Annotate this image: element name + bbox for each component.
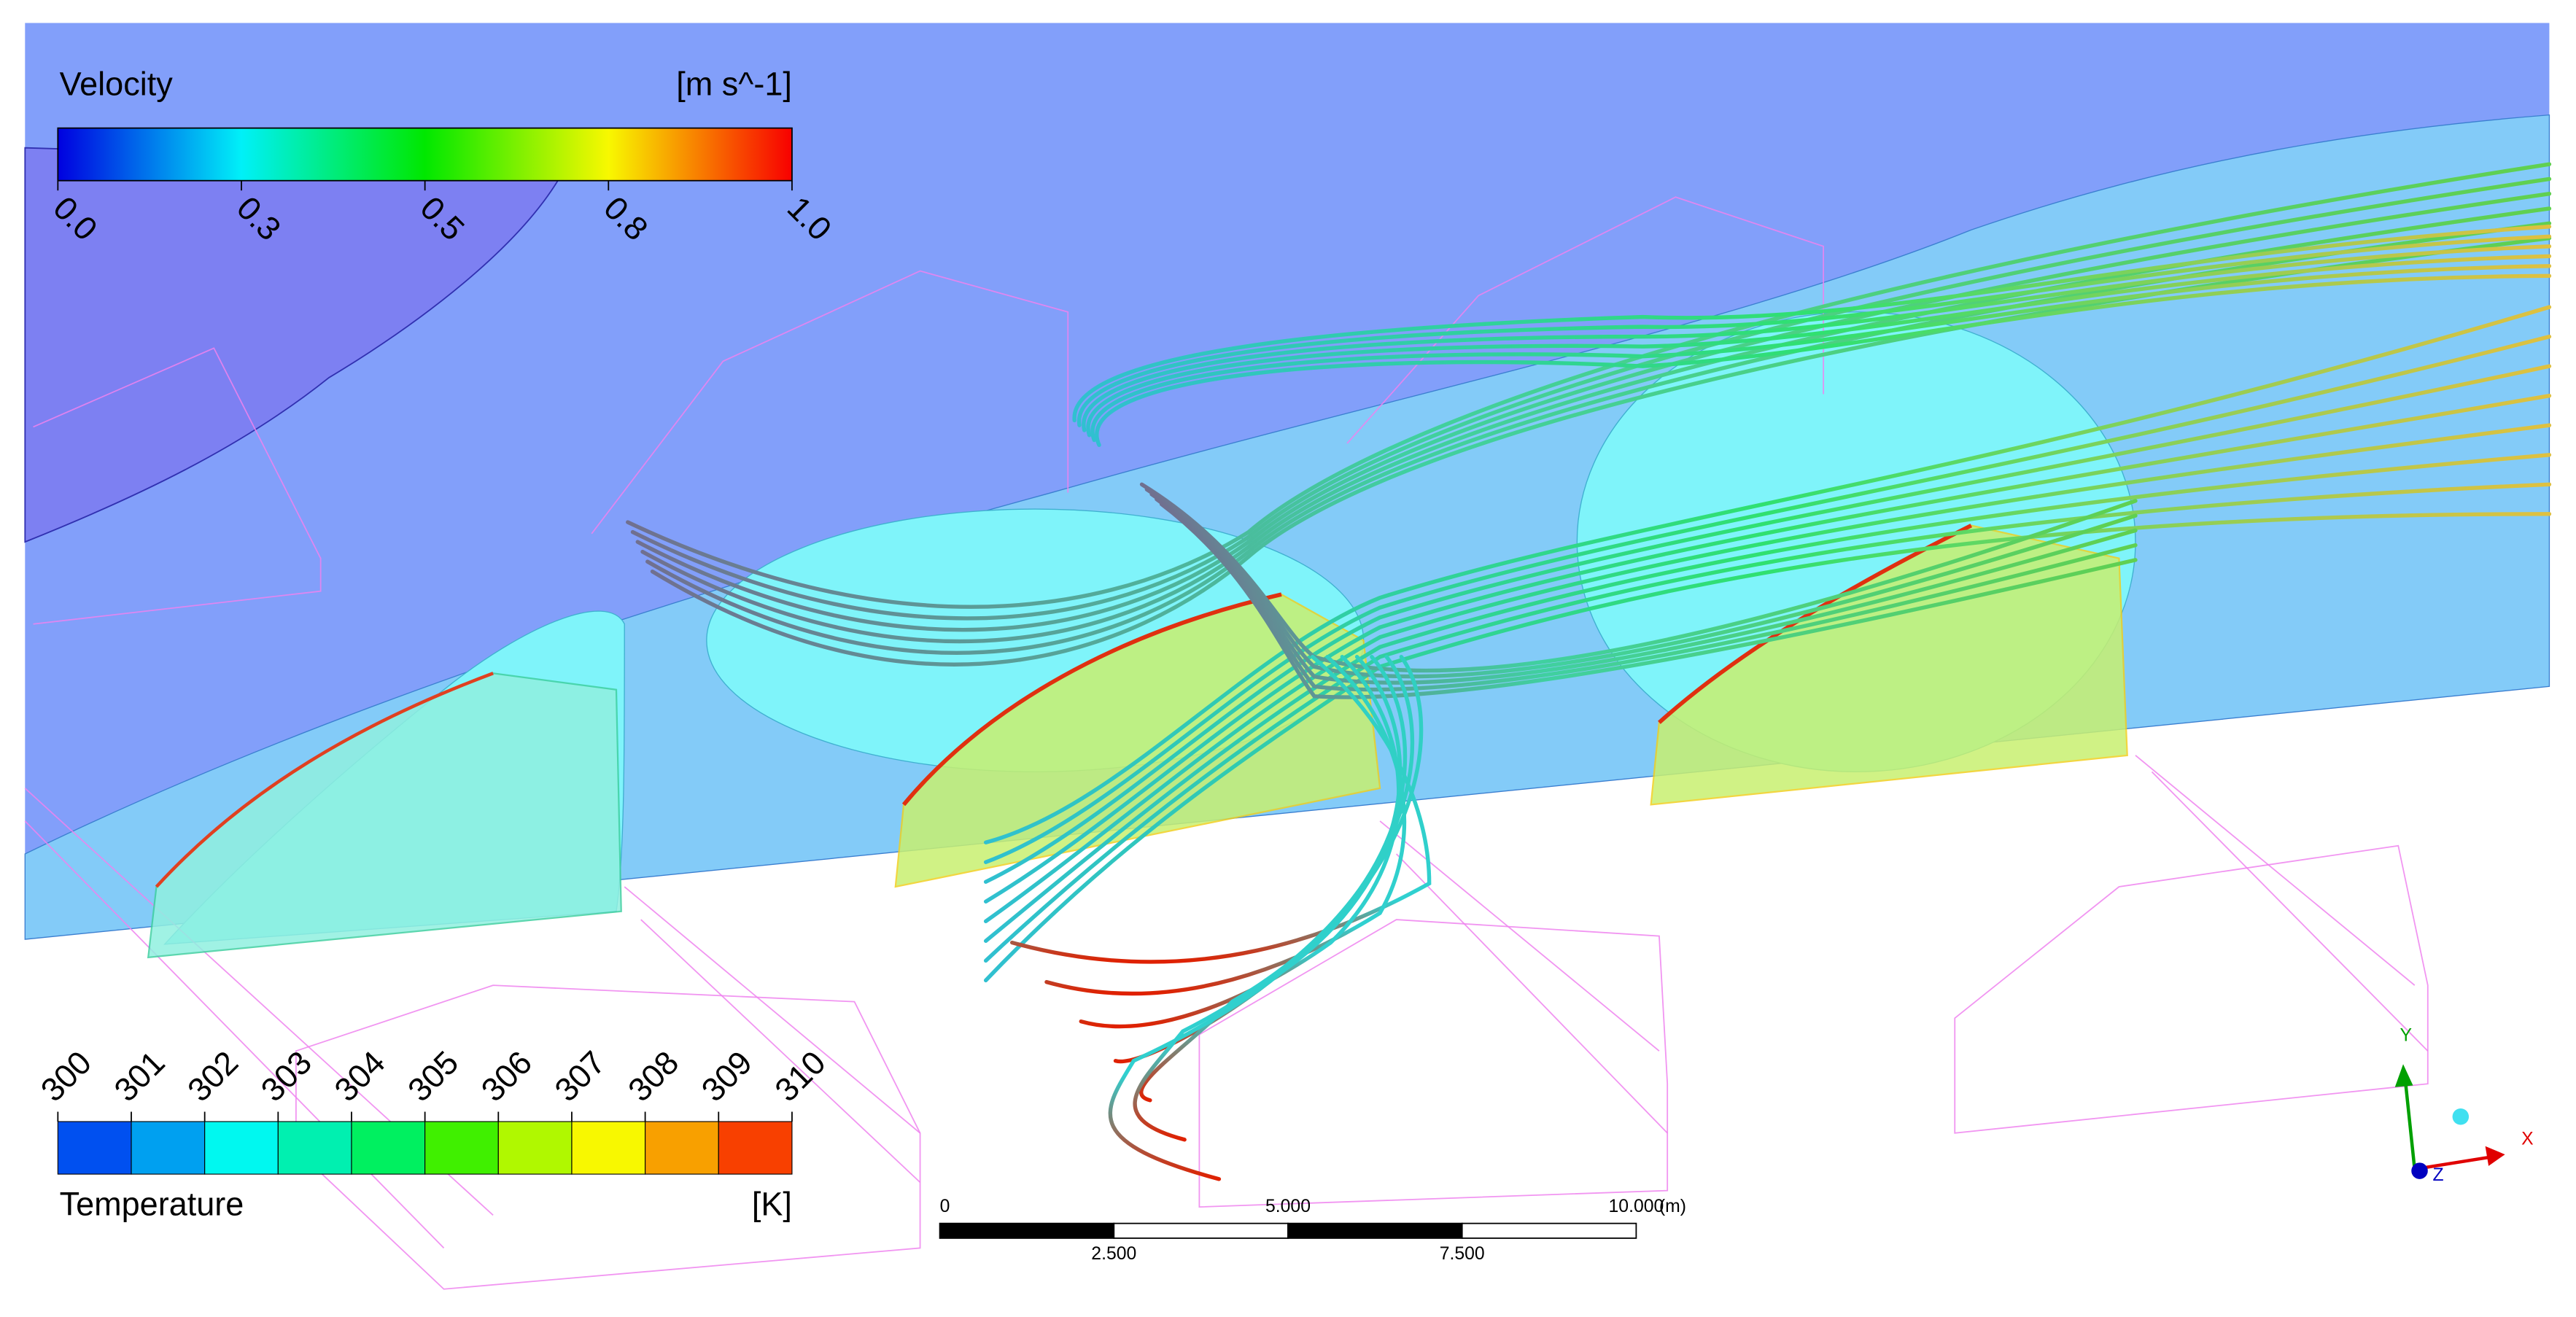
hot-edge [155, 672, 494, 888]
color-band [351, 1121, 426, 1175]
hot-edge [901, 592, 1282, 807]
tick-label: 308 [621, 1044, 686, 1108]
scale-label: 2.500 [1091, 1244, 1136, 1264]
streamline [1086, 254, 2552, 438]
color-band [131, 1121, 206, 1175]
scale-segment [1113, 1222, 1289, 1239]
color-band [571, 1121, 646, 1175]
streamline [1095, 273, 2552, 447]
x-arrow [2485, 1146, 2505, 1166]
streamline [1159, 502, 2138, 699]
scale-segment [1287, 1222, 1463, 1239]
color-band [497, 1121, 573, 1175]
scale-unit: (m) [1659, 1197, 1686, 1216]
scale-label: 7.500 [1440, 1244, 1485, 1264]
streamline [1144, 487, 2138, 679]
scale-label: 10.000 [1609, 1197, 1664, 1216]
color-band [277, 1121, 352, 1175]
streamline [983, 512, 2552, 983]
streamline [983, 393, 2552, 904]
color-band [204, 1121, 279, 1175]
geometry-wireframe [24, 196, 2429, 1290]
tick-label: 301 [107, 1044, 172, 1108]
streamline [645, 221, 2552, 656]
tick-label: 302 [180, 1044, 245, 1108]
color-band [718, 1121, 793, 1175]
axis-label: Z [2433, 1165, 2444, 1185]
tick-label: 307 [547, 1044, 612, 1108]
streamline [1155, 497, 2138, 692]
axis-label: Y [2400, 1026, 2413, 1046]
legend-title: Velocity [60, 66, 174, 103]
streamline [983, 453, 2552, 944]
streamline [1079, 655, 1401, 1029]
color-band [424, 1121, 499, 1175]
streamline [983, 305, 2552, 844]
scale-segment [1461, 1222, 1637, 1239]
scale-label: 5.000 [1265, 1197, 1311, 1216]
streamline [1149, 492, 2138, 685]
streamline [983, 482, 2552, 963]
velocity-colorbar [57, 127, 793, 182]
streamline [640, 206, 2552, 644]
streamline [1090, 264, 2552, 443]
view-sphere [2452, 1108, 2470, 1125]
tick-label: 305 [400, 1044, 465, 1108]
tick-label: 310 [767, 1044, 832, 1108]
axis-label: X [2521, 1130, 2534, 1149]
streamline [1044, 655, 1407, 996]
scale-segment [939, 1222, 1115, 1239]
streamline [1077, 234, 2552, 427]
tick-label: 304 [327, 1044, 392, 1108]
streamline [1108, 655, 1424, 1181]
streamline [1072, 225, 2552, 423]
color-band [57, 1121, 132, 1175]
tick-label: 303 [254, 1044, 319, 1108]
axis-triad: X Y Z [2394, 1026, 2534, 1185]
y-arrow [2394, 1064, 2413, 1087]
streamline [1139, 482, 2138, 673]
streamline [626, 162, 2552, 609]
streamline [1133, 655, 1415, 1142]
streamline [983, 364, 2552, 884]
temperature-colorbar: 300 301 302 303 304 305 306 307 308 309 310 [34, 1044, 833, 1175]
streamline [983, 334, 2552, 864]
streamline [983, 423, 2552, 924]
streamline [1082, 244, 2552, 432]
tick-label: 306 [474, 1044, 539, 1108]
tick-label: 309 [694, 1044, 759, 1108]
legend-unit: [K] [752, 1185, 792, 1222]
scale-label: 0 [940, 1197, 950, 1216]
streamline [630, 176, 2552, 621]
y-axis [2403, 1075, 2417, 1170]
z-axis [2411, 1162, 2428, 1179]
tick-label: 300 [34, 1044, 98, 1108]
streamlines [626, 162, 2552, 1181]
color-band [645, 1121, 719, 1175]
legend-title: Temperature [60, 1185, 244, 1222]
x-axis [2414, 1154, 2497, 1171]
low-velocity-zone [24, 147, 568, 543]
legend-unit: [m s^-1] [676, 66, 792, 103]
streamline [1009, 655, 1432, 964]
scale-bar: 0 5.000 10.000(m) 2.500 7.500 [939, 1197, 1686, 1264]
